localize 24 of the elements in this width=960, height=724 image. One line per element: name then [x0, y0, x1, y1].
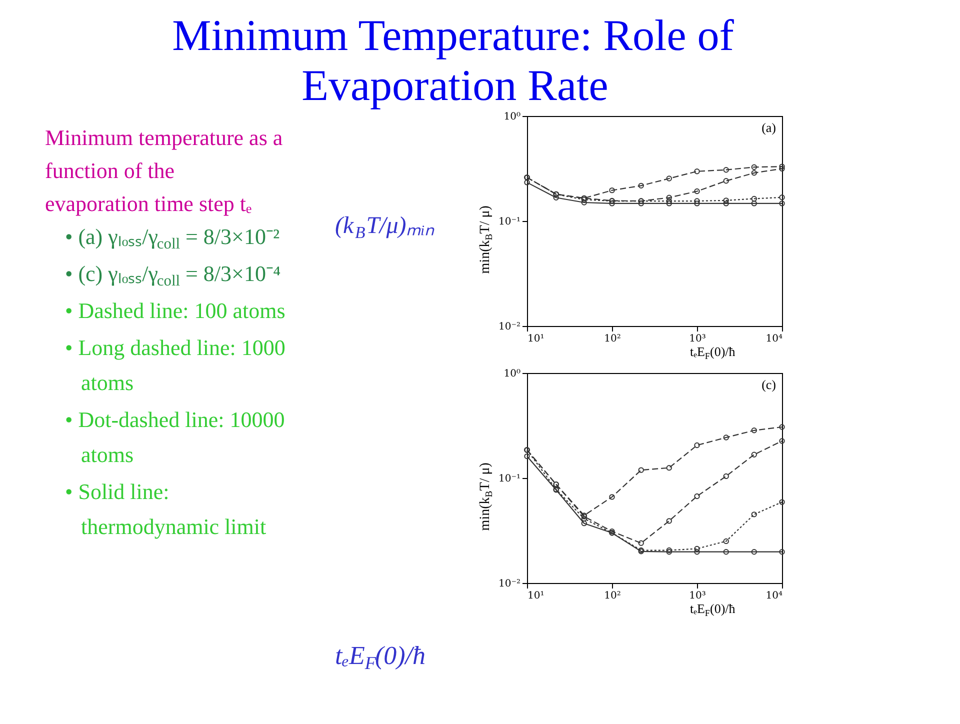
y-tick-label: 10⁻² [498, 322, 520, 332]
y-tick-label: 10⁻² [498, 578, 520, 590]
annotation: (c) [762, 377, 776, 392]
text: • Long dashed line: 1000 atoms [65, 335, 286, 395]
text: Minimum temperature as a function of the evaporation time step tₑ [45, 125, 283, 216]
x-tick-label: 10² [604, 334, 621, 344]
text: • Dot-dashed line: 10000 atoms [65, 407, 285, 467]
y-tick-label: 10⁰ [504, 368, 520, 380]
text: • Solid line: thermodynamic limit [65, 479, 266, 539]
y-axis-title: min(kBT/ μ) [478, 205, 496, 274]
y-tick-label: 10⁰ [504, 112, 520, 122]
annotation: (a) [762, 120, 776, 135]
x-tick-label: 10¹ [528, 590, 544, 602]
x-tick-label: 10¹ [528, 334, 544, 344]
x-tick-label: 10³ [689, 334, 706, 344]
y-axis-title: min(kBT/ μ) [478, 462, 496, 531]
x-tick-label: 10⁴ [766, 590, 782, 602]
y-tick-label: 10⁻¹ [498, 474, 520, 484]
x-tick-label: 10² [604, 590, 621, 602]
x-tick-label: 10³ [689, 590, 706, 602]
y-tick-label: 10⁻¹ [498, 216, 520, 228]
text: Minimum Temperature: Role of Evaporation Rate [172, 11, 734, 110]
x-tick-label: 10⁴ [766, 334, 782, 344]
text: • Dashed line: 100 atoms [65, 298, 286, 323]
